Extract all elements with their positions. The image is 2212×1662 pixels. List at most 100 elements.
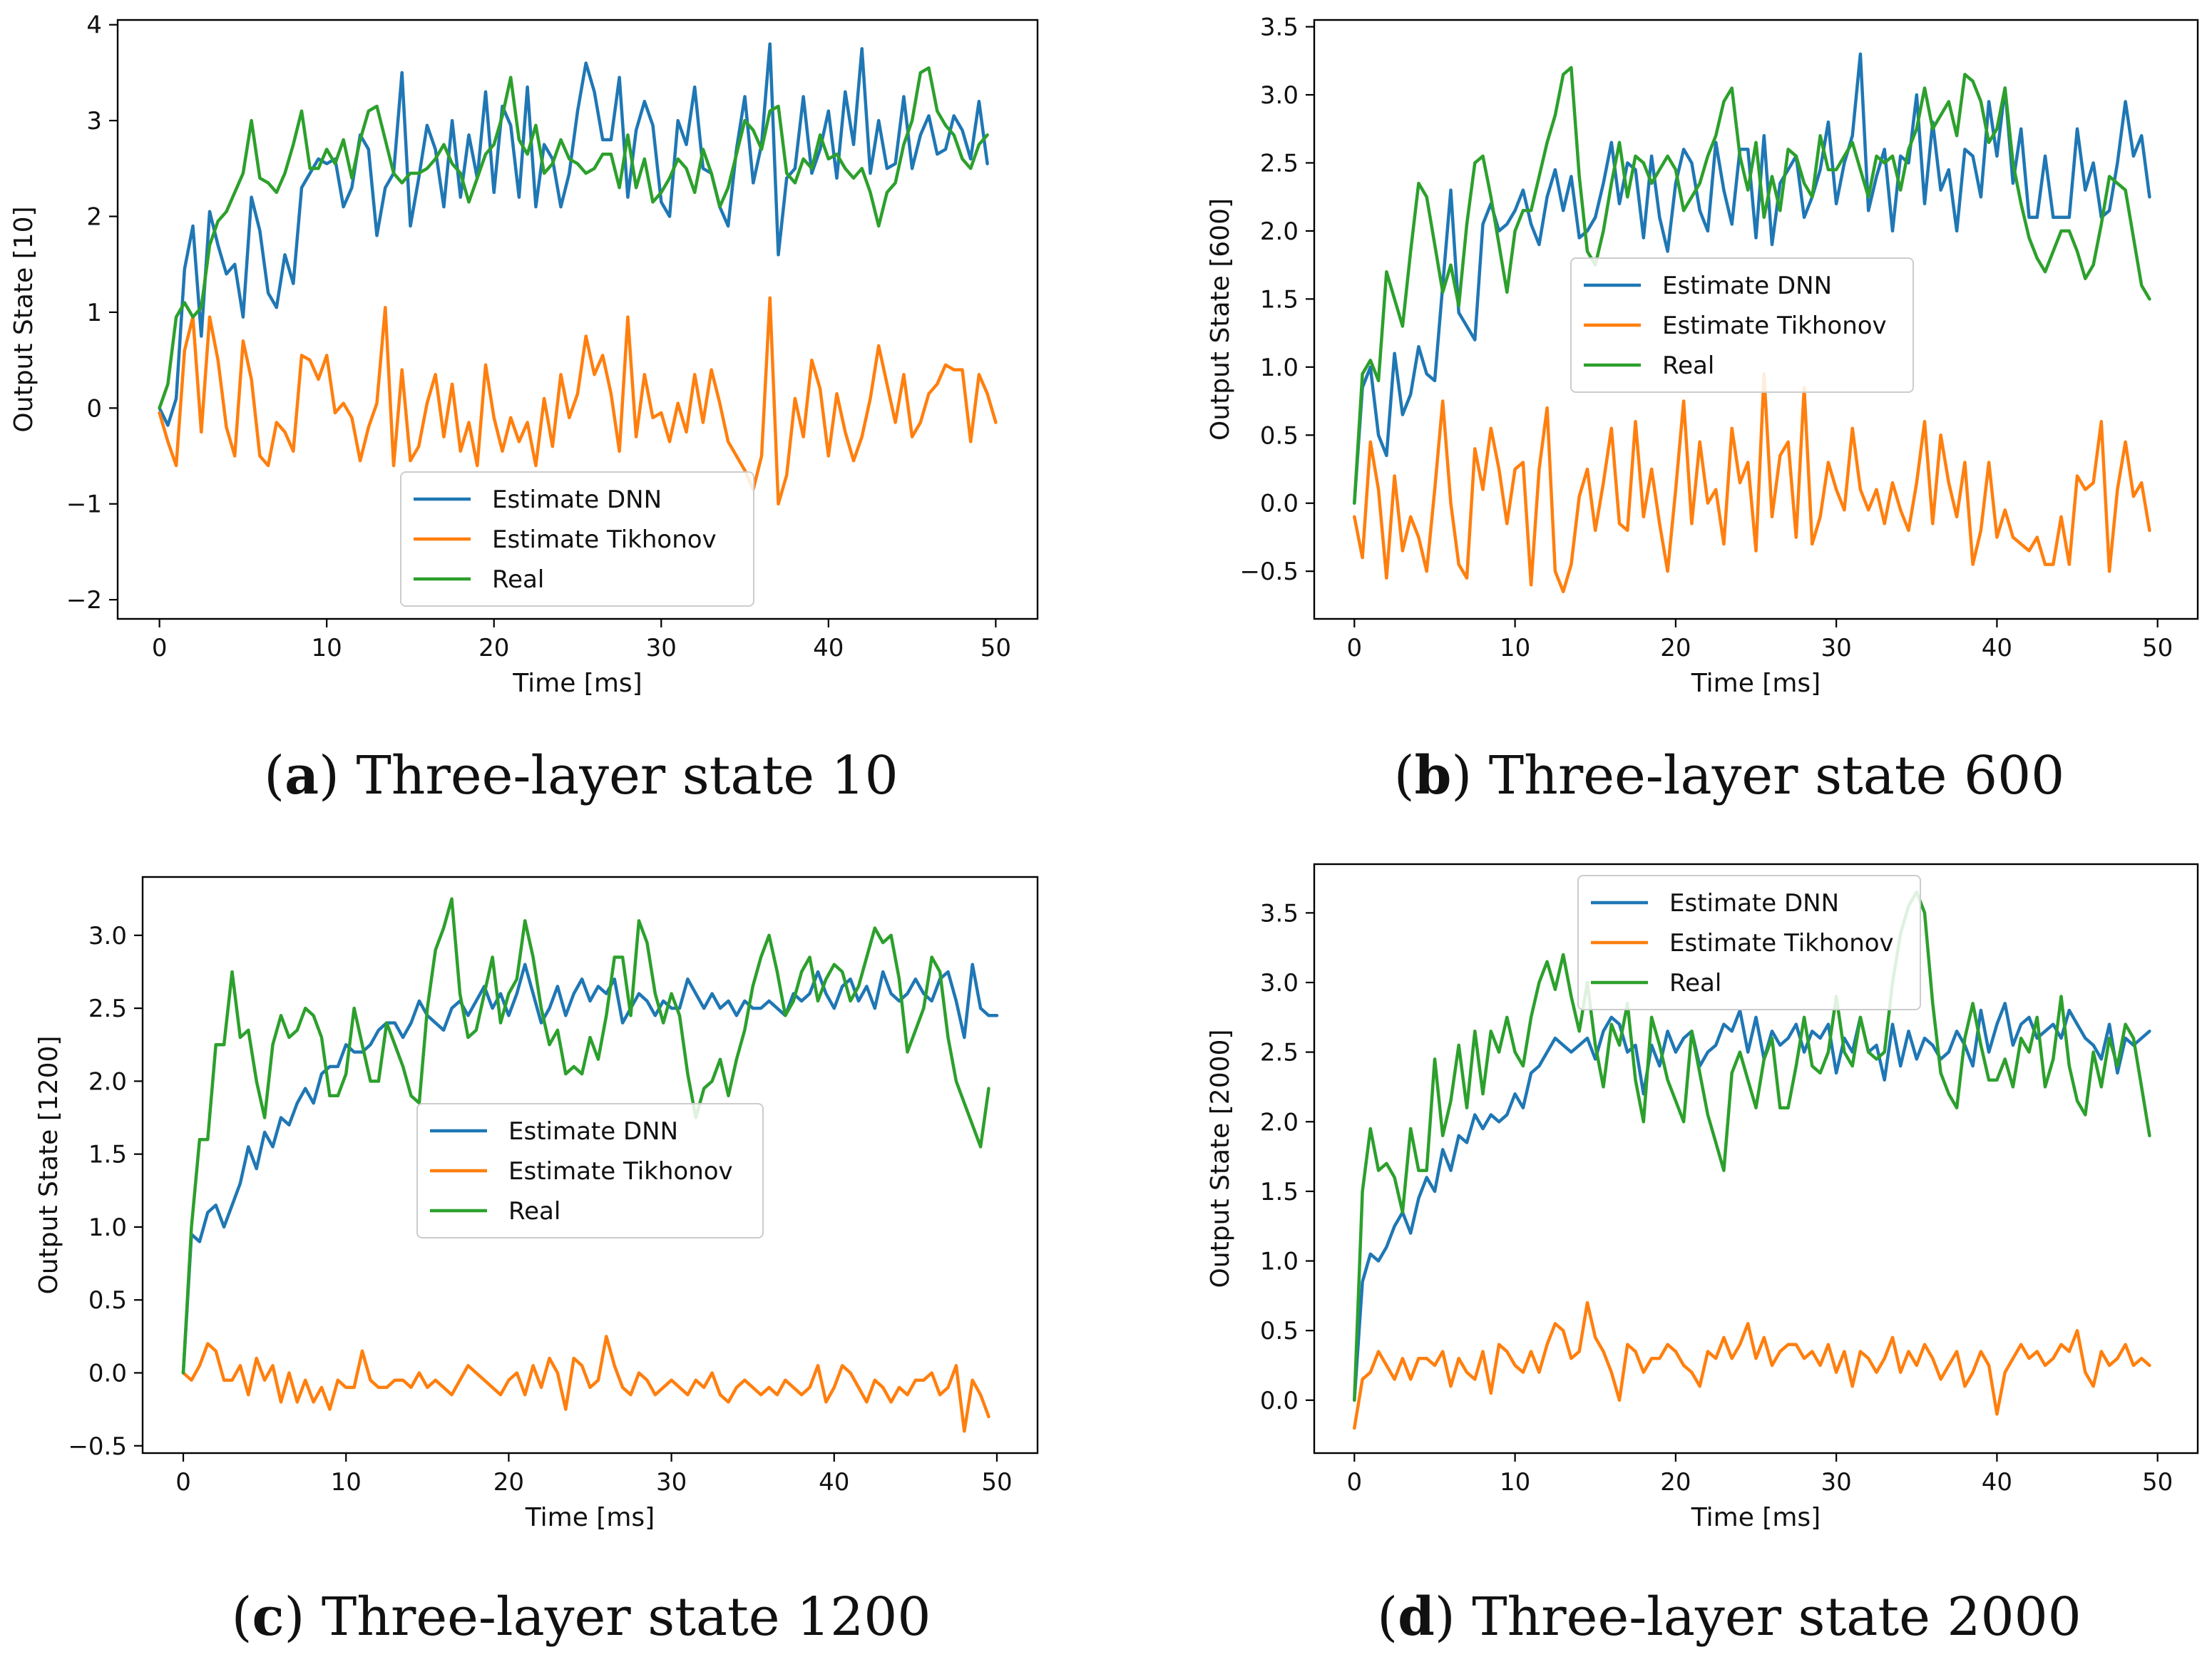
x-tick-label: 10 — [331, 1468, 362, 1497]
x-tick-label: 10 — [312, 634, 342, 662]
y-tick-label: 3.0 — [1260, 81, 1299, 110]
x-axis-label: Time [ms] — [1691, 669, 1821, 698]
x-tick-label: 20 — [493, 1468, 524, 1497]
legend-label: Real — [508, 1197, 560, 1226]
legend-label: Estimate DNN — [1662, 272, 1832, 300]
series-line-estimate-dnn — [1353, 1002, 2151, 1402]
chart-d: 0 10 20 30 40 50 0.0 0.5 1.0 1.5 2.0 2.5 3.0 3.5 Time … — [1206, 863, 2199, 1532]
plot-frame — [116, 19, 1039, 620]
x-tick-label: 40 — [813, 634, 844, 662]
x-tick-label: 0 — [175, 1468, 191, 1497]
caption-c: (c) Three-layer state 1200 — [231, 1586, 931, 1648]
x-tick-label: 20 — [478, 634, 509, 662]
y-tick-label: −0.5 — [68, 1432, 127, 1461]
legend-label: Real — [1669, 969, 1721, 997]
chart-panel-c: 0 10 20 30 40 50 −0.5 0.0 0.5 1.0 1.5 2.0 2.5 3.0 Time… — [0, 834, 1084, 1561]
y-axis-label: Output State [2000] — [1206, 1030, 1235, 1288]
series-line-real — [158, 66, 989, 410]
y-axis-label: Output State [600] — [1206, 198, 1235, 441]
x-tick-label: 50 — [2142, 1468, 2173, 1497]
chart-a: 0 10 20 30 40 50 −2 −1 0 1 2 3 4 Time [ms] Output Stat… — [9, 11, 1039, 698]
y-tick-label: 0.0 — [88, 1359, 127, 1387]
y-axis-label: Output State [1200] — [34, 1036, 63, 1295]
x-tick-label: 50 — [980, 634, 1011, 662]
chart-panel-d: 0 10 20 30 40 50 0.0 0.5 1.0 1.5 2.0 2.5 3.0 3.5 Time … — [1112, 834, 2211, 1561]
series-line-estimate-dnn — [181, 963, 999, 1375]
plot-frame — [1313, 19, 2199, 620]
y-tick-label: 1.0 — [1260, 1248, 1299, 1276]
y-tick-label: 3.0 — [1260, 969, 1299, 997]
x-tick-label: 20 — [1660, 1468, 1691, 1497]
legend-label: Estimate Tikhonov — [1662, 312, 1887, 340]
x-tick-label: 30 — [646, 634, 677, 662]
chart-panel-a: 0 10 20 30 40 50 −2 −1 0 1 2 3 4 Time [ms] Output Stat… — [0, 0, 1084, 727]
y-tick-label: 3 — [86, 107, 102, 135]
y-tick-label: 3.5 — [1260, 899, 1299, 928]
caption-a: (a) Three-layer state 10 — [264, 745, 898, 806]
legend-label: Estimate DNN — [492, 486, 662, 514]
y-axis-label: Output State [10] — [9, 206, 39, 432]
caption-b: (b) Three-layer state 600 — [1393, 745, 2065, 806]
x-tick-label: 30 — [1821, 634, 1852, 662]
y-tick-label: −2 — [66, 586, 102, 615]
legend: Estimate DNN Estimate Tikhonov Real — [1577, 875, 1921, 1010]
series-line-estimate-dnn — [158, 42, 989, 427]
series-line-estimate-tikhonov — [1353, 372, 2151, 594]
x-tick-label: 0 — [152, 634, 168, 662]
legend: Estimate DNN Estimate Tikhonov Real — [416, 1103, 764, 1238]
x-tick-label: 0 — [1346, 1468, 1362, 1497]
x-tick-label: 30 — [1821, 1468, 1852, 1497]
series-line-estimate-tikhonov — [181, 1335, 990, 1433]
y-tick-label: 1.0 — [88, 1214, 127, 1242]
legend-box — [1570, 257, 1914, 393]
legend-label: Estimate DNN — [508, 1117, 678, 1146]
y-tick-label: 2.5 — [1260, 149, 1299, 178]
x-tick-label: 10 — [1500, 1468, 1530, 1497]
y-tick-label: 1 — [86, 299, 102, 327]
x-tick-label: 30 — [656, 1468, 687, 1497]
caption-d: (d) Three-layer state 2000 — [1377, 1586, 2082, 1648]
y-tick-label: 4 — [86, 11, 102, 40]
y-tick-label: 2.0 — [1260, 217, 1299, 246]
series-line-estimate-tikhonov — [1353, 1301, 2151, 1430]
series-line-real — [1353, 890, 2151, 1402]
x-tick-label: 0 — [1346, 634, 1362, 662]
series-line-real — [1353, 66, 2151, 505]
legend-box — [400, 471, 754, 607]
legend-label: Estimate Tikhonov — [1669, 929, 1894, 958]
y-tick-label: 3.5 — [1260, 14, 1299, 42]
legend-box — [416, 1103, 764, 1238]
x-axis-label: Time [ms] — [512, 669, 642, 698]
y-tick-label: 1.5 — [1260, 1178, 1299, 1206]
y-tick-label: 0.0 — [1260, 490, 1299, 518]
x-tick-label: 20 — [1660, 634, 1691, 662]
plot-frame — [1313, 863, 2199, 1455]
y-tick-label: 0.5 — [1260, 1317, 1299, 1345]
chart-c: 0 10 20 30 40 50 −0.5 0.0 0.5 1.0 1.5 2.0 2.5 3.0 Time… — [34, 876, 1039, 1532]
x-tick-label: 40 — [1982, 1468, 2012, 1497]
y-tick-label: 1.5 — [1260, 285, 1299, 314]
legend: Estimate DNN Estimate Tikhonov Real — [1570, 257, 1914, 393]
series-line-estimate-tikhonov — [158, 296, 998, 506]
legend-box — [1577, 875, 1921, 1010]
x-tick-label: 40 — [819, 1468, 849, 1497]
x-tick-label: 50 — [2142, 634, 2173, 662]
legend-label: Real — [1662, 352, 1714, 380]
y-tick-label: 2 — [86, 203, 102, 232]
y-tick-label: −0.5 — [1239, 558, 1299, 586]
y-tick-label: 2.5 — [1260, 1039, 1299, 1067]
series-line-real — [181, 897, 990, 1375]
legend: Estimate DNN Estimate Tikhonov Real — [400, 471, 754, 607]
x-axis-label: Time [ms] — [525, 1503, 655, 1532]
y-tick-label: 1.0 — [1260, 354, 1299, 382]
x-axis-label: Time [ms] — [1691, 1503, 1821, 1532]
y-tick-label: 1.5 — [88, 1141, 127, 1169]
y-tick-label: 3.0 — [88, 922, 127, 950]
y-tick-label: 2.0 — [88, 1067, 127, 1096]
plot-frame — [141, 876, 1039, 1455]
legend-label: Estimate Tikhonov — [492, 525, 717, 554]
y-tick-label: 0.5 — [88, 1286, 127, 1315]
y-tick-label: 0.0 — [1260, 1387, 1299, 1415]
legend-label: Real — [492, 565, 544, 594]
chart-b: 0 10 20 30 40 50 −0.5 0.0 0.5 1.0 1.5 2.0 2.5 3.0 3.5 T… — [1206, 14, 2199, 698]
